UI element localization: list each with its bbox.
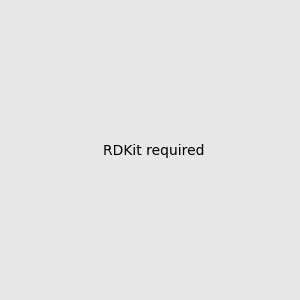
Text: RDKit required: RDKit required [103,145,205,158]
